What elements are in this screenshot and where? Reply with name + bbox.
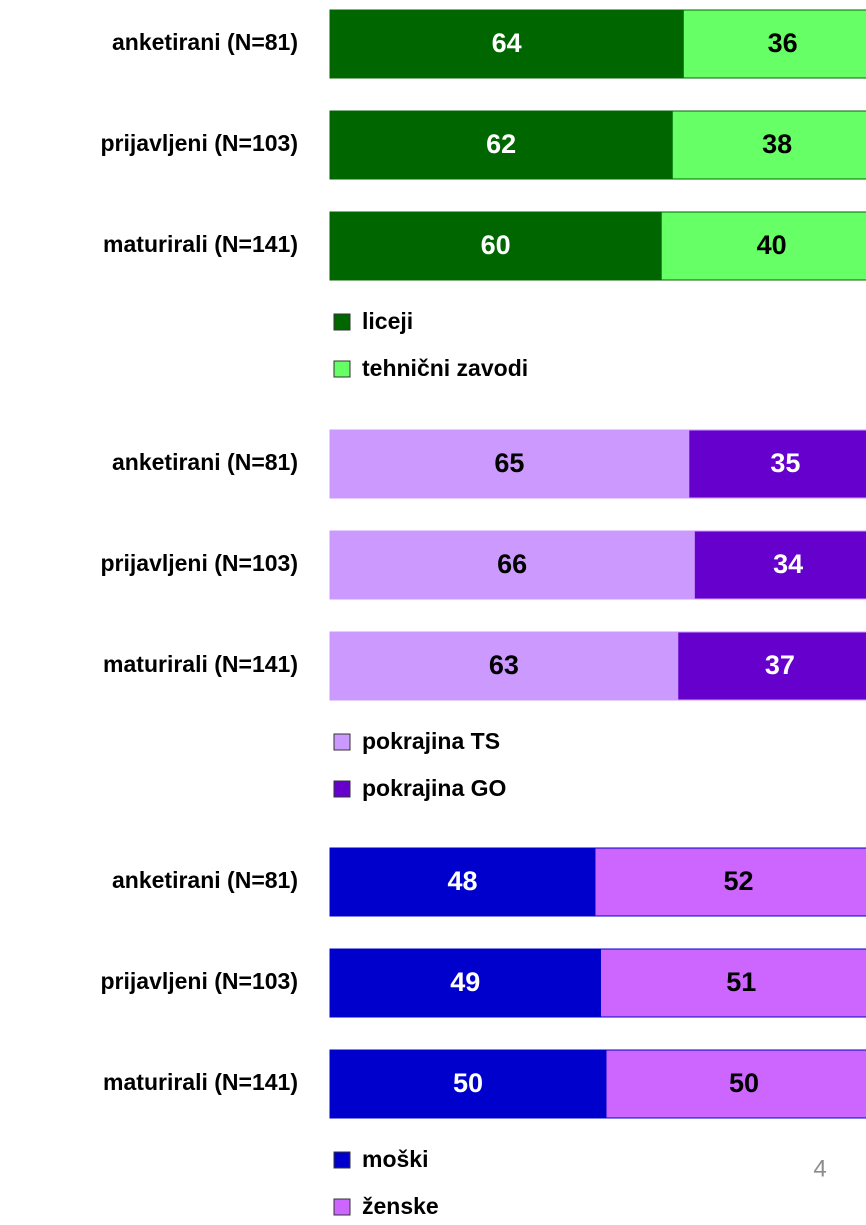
legend-swatch: [333, 313, 351, 331]
value-label: 60: [481, 230, 511, 260]
bar-segment: [605, 1049, 866, 1119]
value-label: 48: [447, 866, 477, 896]
value-label: 34: [773, 549, 803, 579]
category-label: anketirani (N=81): [112, 867, 298, 893]
bar-segment: [688, 429, 866, 499]
value-label: 63: [489, 650, 519, 680]
legend-swatch: [333, 780, 351, 798]
bar-segment: [329, 9, 684, 79]
category-label: anketirani (N=81): [112, 29, 298, 55]
category-label: anketirani (N=81): [112, 449, 298, 475]
bar-segment: [329, 847, 596, 917]
value-label: 37: [765, 650, 795, 680]
legend-swatch: [333, 733, 351, 751]
legend-swatch: [333, 1198, 351, 1216]
value-label: 49: [450, 967, 480, 997]
bar-segment: [693, 530, 866, 600]
page-number: 4: [813, 1155, 826, 1182]
value-label: 50: [729, 1068, 759, 1098]
value-label: 40: [757, 230, 787, 260]
bar-segment: [329, 530, 695, 600]
category-label: maturirali (N=141): [103, 1069, 298, 1095]
value-label: 62: [486, 129, 516, 159]
legend-label: pokrajina TS: [362, 728, 500, 754]
bar-segment: [660, 211, 866, 281]
value-label: 36: [768, 28, 798, 58]
bar-segment: [329, 631, 679, 701]
value-label: 38: [762, 129, 792, 159]
legend-label: moški: [362, 1146, 428, 1172]
bar-segment: [599, 948, 866, 1018]
category-label: prijavljeni (N=103): [101, 550, 299, 576]
value-label: 66: [497, 549, 527, 579]
value-label: 65: [494, 448, 524, 478]
legend-swatch: [333, 1151, 351, 1169]
value-label: 50: [453, 1068, 483, 1098]
value-label: 52: [723, 866, 753, 896]
legend-label: liceji: [362, 308, 413, 334]
bar-segment: [594, 847, 866, 917]
category-label: maturirali (N=141): [103, 651, 298, 677]
value-label: 51: [726, 967, 756, 997]
category-label: maturirali (N=141): [103, 231, 298, 257]
legend-label: pokrajina GO: [362, 775, 506, 801]
category-label: prijavljeni (N=103): [101, 968, 299, 994]
bar-segment: [329, 429, 690, 499]
bar-segment: [329, 948, 601, 1018]
bar-segment: [677, 631, 866, 701]
bar-segment: [671, 110, 866, 180]
legend-swatch: [333, 360, 351, 378]
value-label: 35: [770, 448, 800, 478]
bar-segment: [682, 9, 866, 79]
legend-label: ženske: [362, 1193, 439, 1219]
category-label: prijavljeni (N=103): [101, 130, 299, 156]
bar-segment: [329, 211, 662, 281]
legend-label: tehnični zavodi: [362, 355, 528, 381]
value-label: 64: [492, 28, 522, 58]
bar-segment: [329, 110, 673, 180]
